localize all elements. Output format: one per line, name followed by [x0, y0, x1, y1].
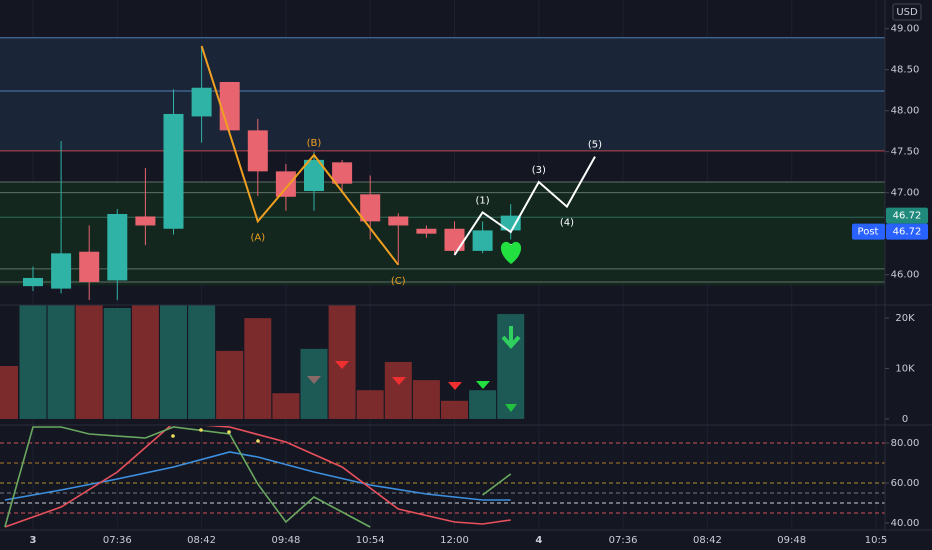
x-tick-label: 08:42: [187, 535, 216, 546]
volume-bar: [356, 390, 384, 419]
y-tick-label: 48.00: [891, 106, 920, 117]
wave-line: [453, 156, 596, 256]
volume-bar: [19, 305, 47, 419]
volume-bar: [47, 305, 75, 419]
wave-label: (B): [307, 138, 322, 149]
candle-body: [219, 81, 240, 131]
y-tick-label: 47.00: [891, 188, 920, 199]
dot: [227, 430, 231, 434]
candle-body: [51, 253, 72, 289]
marker: [505, 404, 517, 412]
arrow: [501, 326, 521, 350]
x-tick-label: 3: [30, 535, 37, 546]
x-tick-label: 09:48: [271, 535, 300, 546]
candle-body: [444, 228, 465, 251]
marker: [476, 381, 490, 389]
heart: [500, 241, 522, 264]
x-tick-label: 07:36: [609, 535, 638, 546]
volume-bar-partial: [0, 366, 18, 419]
y-tick-label: 46.00: [891, 270, 920, 281]
marker: [392, 377, 406, 385]
volume-bar: [216, 350, 244, 419]
candle-body: [163, 113, 184, 229]
y-tick-label: 47.50: [891, 147, 920, 158]
candle-body: [472, 230, 493, 251]
last-price: 46.72: [893, 211, 922, 222]
dot: [171, 434, 175, 438]
x-tick-label: 4: [535, 535, 542, 546]
volume-bar: [75, 305, 103, 419]
candle-body: [360, 194, 381, 222]
signal-markers: [171, 241, 522, 443]
x-tick-label: 12:00: [440, 535, 469, 546]
candle-body: [79, 251, 100, 283]
marker: [448, 382, 462, 390]
candle-body: [135, 216, 156, 226]
x-tick-label: 10:54: [356, 535, 385, 546]
wave-label: (3): [532, 165, 546, 176]
currency: USD: [896, 7, 918, 18]
y-tick-label: 49.00: [891, 24, 920, 35]
volume-bar: [244, 318, 272, 419]
zone: [0, 37, 885, 151]
x-tick-label: 10:5: [865, 535, 887, 546]
indicator-line: [4, 426, 511, 528]
dot: [256, 439, 260, 443]
volume-bar: [160, 305, 187, 419]
x-tick-label: 07:36: [103, 535, 132, 546]
candle-body: [275, 171, 296, 197]
post-label: Post: [858, 227, 879, 238]
indicator-line: [4, 451, 511, 501]
post-price: 46.72: [893, 227, 922, 238]
volume-bar: [412, 380, 440, 419]
candle-body: [500, 215, 521, 231]
volume-bar: [441, 400, 468, 419]
x-tick-label: 09:48: [777, 535, 806, 546]
marker: [335, 361, 349, 369]
candle-body: [416, 228, 437, 234]
volume-bar: [469, 390, 497, 419]
y-tick-label: 20K: [895, 313, 915, 324]
wave-label: (A): [250, 232, 265, 243]
candle-body: [304, 159, 324, 192]
candle-body: [388, 216, 409, 226]
zone: [0, 182, 885, 286]
dot: [199, 428, 203, 432]
wave-line: [200, 45, 400, 266]
volume-bar: [384, 361, 412, 419]
wave-label: (5): [588, 140, 602, 151]
candle-body: [191, 87, 212, 117]
last-price-box: [886, 207, 928, 224]
volume-bar: [131, 305, 159, 419]
wave-label: (C): [391, 276, 406, 287]
y-tick-label: 10K: [895, 364, 915, 375]
y-tick-label: 0: [902, 414, 908, 425]
volume-bar: [272, 393, 300, 419]
y-tick-label: 48.50: [891, 65, 920, 76]
wave-label: (1): [476, 195, 490, 206]
volume-bar: [328, 305, 356, 419]
wave-label: (4): [560, 218, 574, 229]
x-tick-label: 08:42: [693, 535, 722, 546]
marker: [307, 376, 321, 384]
volume-bar: [188, 305, 216, 419]
y-tick-label: 60.00: [891, 478, 920, 489]
candle-body: [332, 162, 353, 184]
candle-body: [107, 213, 128, 281]
y-tick-label: 80.00: [891, 438, 920, 449]
y-tick-label: 40.00: [891, 518, 920, 529]
post-price-box: [886, 223, 928, 240]
post-label-box: [852, 223, 885, 240]
currency-box[interactable]: [892, 3, 922, 21]
candle-body: [23, 277, 43, 287]
candle-body: [247, 130, 268, 172]
volume-bar: [103, 308, 131, 419]
